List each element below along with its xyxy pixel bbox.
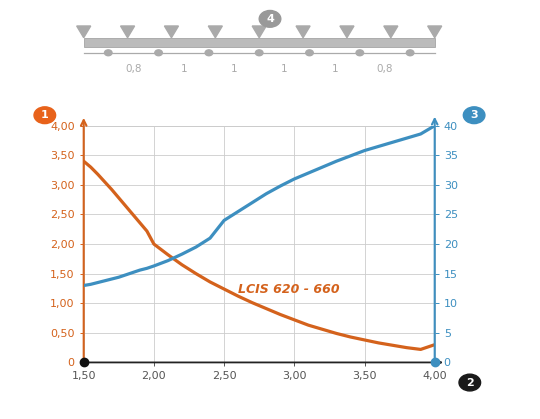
Text: 0,8: 0,8 — [377, 64, 393, 74]
Text: 0,8: 0,8 — [125, 64, 141, 74]
Text: 3: 3 — [470, 110, 478, 120]
Text: 1: 1 — [231, 64, 238, 74]
Text: LCIS 620 - 660: LCIS 620 - 660 — [238, 282, 340, 295]
Text: 1: 1 — [281, 64, 288, 74]
Text: 2: 2 — [466, 378, 474, 388]
Text: 1: 1 — [180, 64, 187, 74]
Text: 4: 4 — [266, 14, 274, 24]
Text: 1: 1 — [332, 64, 338, 74]
Text: 1: 1 — [41, 110, 49, 120]
